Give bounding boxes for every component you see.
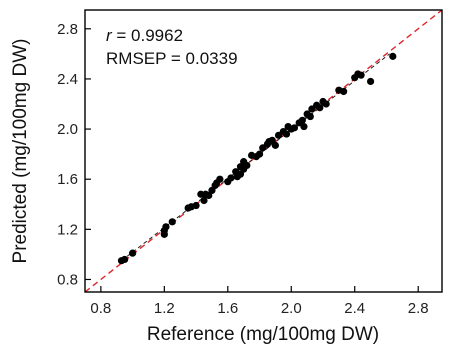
r-symbol: r bbox=[106, 26, 113, 45]
data-point bbox=[282, 130, 291, 138]
y-tick-label: 1.6 bbox=[57, 171, 78, 188]
data-point bbox=[200, 196, 208, 205]
data-point bbox=[322, 100, 330, 108]
data-point bbox=[216, 175, 224, 183]
data-point bbox=[255, 150, 264, 158]
y-axis-ticks: 0.8 1.2 1.6 2.0 2.4 2.8 bbox=[57, 21, 91, 288]
data-point bbox=[389, 52, 397, 60]
y-tick-label: 2.4 bbox=[57, 71, 78, 88]
data-points bbox=[117, 52, 397, 265]
x-tick-label: 1.6 bbox=[217, 300, 238, 317]
data-point bbox=[357, 71, 365, 79]
data-point bbox=[306, 112, 314, 121]
rmsep-annotation: RMSEP = 0.0339 bbox=[106, 49, 238, 68]
x-tick-label: 0.8 bbox=[90, 300, 111, 317]
data-point bbox=[271, 141, 279, 149]
data-point bbox=[316, 104, 324, 112]
data-point bbox=[300, 122, 308, 131]
x-tick-label: 2.0 bbox=[281, 300, 302, 317]
data-point bbox=[121, 255, 129, 264]
data-point bbox=[340, 87, 348, 96]
x-tick-label: 2.8 bbox=[408, 300, 429, 317]
data-point bbox=[192, 201, 200, 210]
r-value: = 0.9962 bbox=[112, 26, 183, 45]
data-point bbox=[227, 174, 235, 182]
data-point bbox=[168, 218, 176, 226]
plot-frame bbox=[84, 9, 443, 293]
data-point bbox=[243, 161, 251, 170]
data-point bbox=[129, 249, 137, 257]
y-tick-label: 2.8 bbox=[57, 21, 78, 38]
x-axis-title: Reference (mg/100mg DW) bbox=[147, 324, 379, 345]
x-tick-label: 2.4 bbox=[344, 300, 365, 317]
data-point bbox=[298, 116, 306, 124]
r-annotation: r = 0.9962 bbox=[106, 26, 183, 45]
y-tick-label: 1.2 bbox=[57, 221, 78, 238]
data-point bbox=[367, 77, 375, 86]
data-point bbox=[290, 124, 299, 132]
x-axis-ticks: 0.8 1.2 1.6 2.0 2.4 2.8 bbox=[90, 286, 429, 317]
y-tick-label: 2.0 bbox=[57, 121, 78, 138]
identity-reference-line bbox=[85, 10, 442, 292]
y-axis-title: Predicted (mg/100mg DW) bbox=[10, 39, 31, 264]
x-tick-label: 1.2 bbox=[154, 300, 175, 317]
data-point bbox=[162, 223, 170, 231]
y-tick-label: 0.8 bbox=[57, 271, 78, 288]
